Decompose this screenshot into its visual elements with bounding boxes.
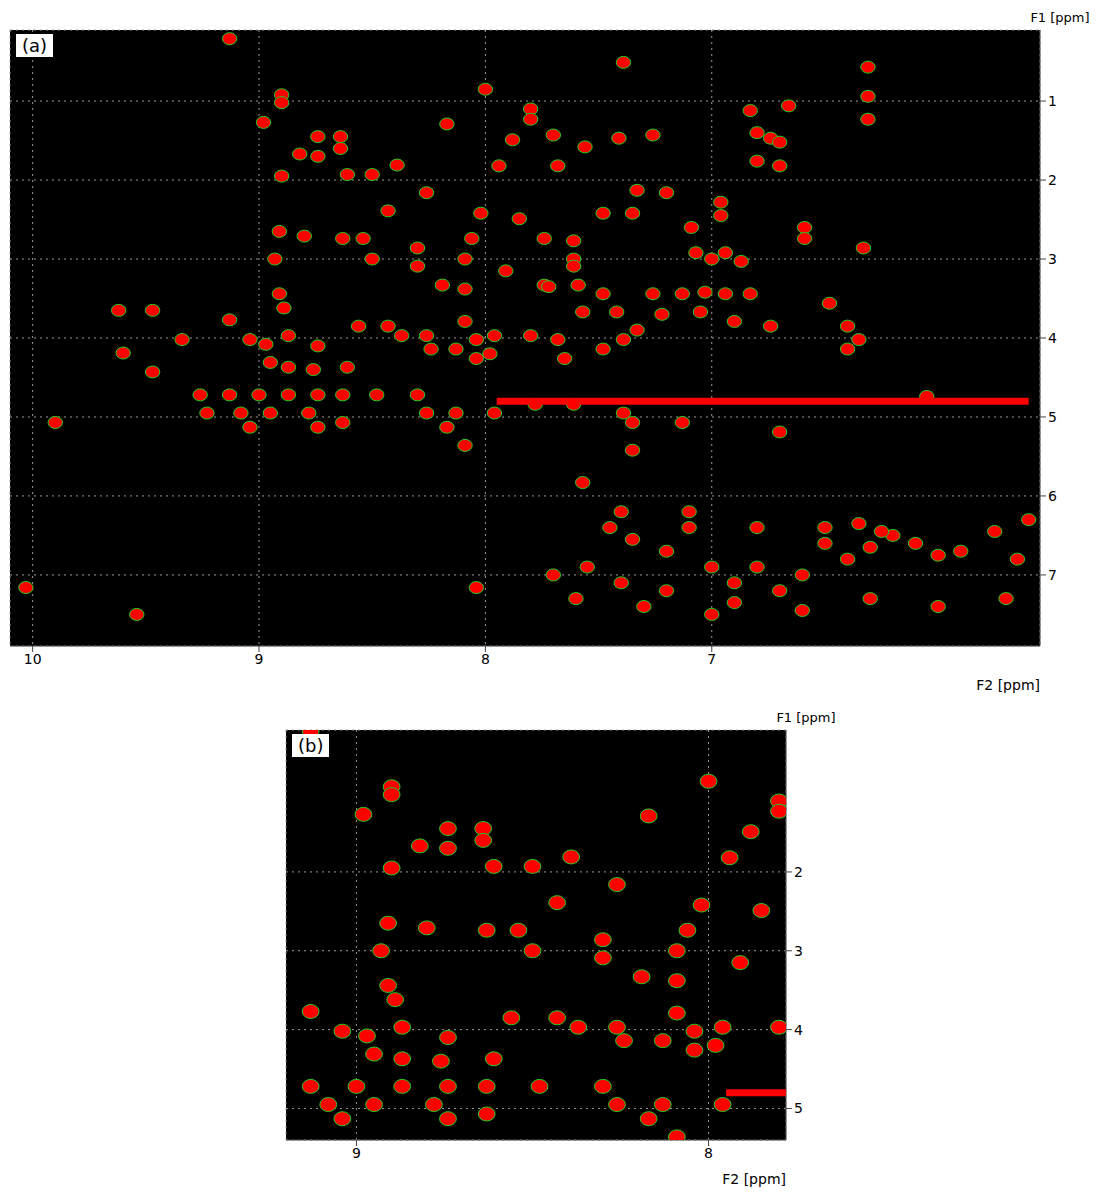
svg-text:6: 6	[1048, 488, 1057, 504]
svg-text:5: 5	[1048, 409, 1057, 425]
svg-text:4: 4	[794, 1022, 803, 1038]
svg-text:8: 8	[704, 1145, 713, 1161]
svg-text:F2 [ppm]: F2 [ppm]	[722, 1171, 786, 1187]
svg-text:7: 7	[1048, 567, 1057, 583]
svg-text:10: 10	[24, 651, 42, 667]
svg-text:2: 2	[1048, 172, 1057, 188]
svg-text:3: 3	[1048, 251, 1057, 267]
svg-text:7: 7	[707, 651, 716, 667]
svg-text:5: 5	[794, 1100, 803, 1116]
svg-text:F2 [ppm]: F2 [ppm]	[976, 677, 1040, 693]
svg-text:1: 1	[1048, 93, 1057, 109]
svg-text:F1 [ppm]: F1 [ppm]	[776, 710, 835, 725]
svg-text:9: 9	[255, 651, 264, 667]
html-text:(a): (a)	[22, 35, 48, 56]
svg-text:F1 [ppm]: F1 [ppm]	[1030, 10, 1089, 25]
svg-text:9: 9	[352, 1145, 361, 1161]
svg-text:4: 4	[1048, 330, 1057, 346]
svg-text:2: 2	[794, 864, 803, 880]
html-text:(b): (b)	[298, 735, 324, 756]
svg-text:8: 8	[481, 651, 490, 667]
svg-text:3: 3	[794, 943, 803, 959]
